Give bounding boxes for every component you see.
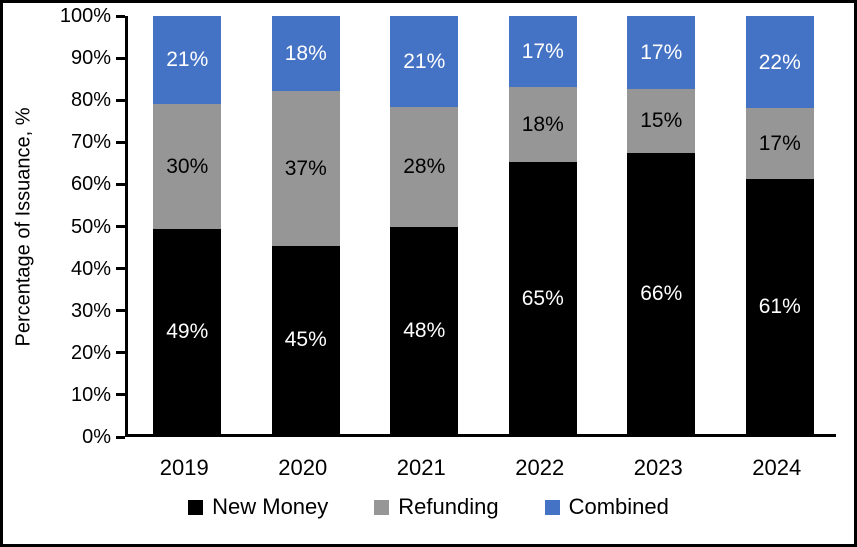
y-tick-mark [116,140,125,144]
bar-slot-2021: 48% 28% 21% [365,16,484,434]
y-tick-label: 70% [70,131,111,154]
legend-item-combined: Combined [544,494,669,520]
y-tick-mark [116,182,125,186]
segment-data-label: 37% [284,157,327,181]
segment-data-label: 45% [284,328,327,352]
segment-data-label: 22% [758,50,801,74]
segment-combined: 21% [153,16,222,104]
y-tick-mark [116,267,125,271]
segment-combined: 22% [745,16,814,108]
segment-refunding: 17% [745,107,814,180]
plot-area: 49% 30% 21% 45% 37% 18% 48% 28% 21% 65% 18% 17% 66% 1… [125,16,836,437]
stacked-bar-2021: 48% 28% 21% [390,16,459,434]
y-tick-mark [116,98,125,102]
x-axis-label-2019: 2019 [159,455,209,480]
segment-new-money: 65% [508,162,577,434]
stacked-bar-2020: 45% 37% 18% [271,16,340,434]
y-tick-label: 0% [82,426,111,448]
stacked-bar-2022: 65% 18% 17% [508,16,577,434]
legend-item-refunding: Refunding [374,494,499,520]
bar-slot-2020: 45% 37% 18% [247,16,366,434]
segment-refunding: 28% [390,106,459,228]
segment-data-label: 65% [521,286,564,310]
segment-new-money: 49% [153,229,222,434]
y-tick-mark [116,393,125,397]
legend-swatch-icon [188,499,204,515]
segment-data-label: 17% [640,40,683,64]
y-tick-label: 80% [70,89,111,112]
segment-data-label: 61% [758,295,801,319]
stacked-bar-2023: 66% 15% 17% [627,16,696,434]
segment-data-label: 17% [758,132,801,155]
legend-swatch-icon [374,499,390,515]
segment-data-label: 15% [640,109,683,133]
y-tick-label: 50% [70,215,111,238]
y-tick-mark [116,351,125,355]
bar-slot-2023: 66% 15% 17% [602,16,721,434]
chart-legend: New Money Refunding Combined [3,494,854,520]
legend-label: Refunding [398,494,499,519]
x-axis-label-2024: 2024 [752,455,802,480]
segment-data-label: 49% [166,320,209,344]
segment-data-label: 28% [403,155,446,179]
stacked-bar-2024: 61% 17% 22% [745,16,814,434]
segment-combined: 17% [508,16,577,88]
segment-data-label: 30% [166,154,209,178]
segment-refunding: 18% [508,87,577,163]
legend-item-new-money: New Money [188,494,328,520]
x-axis-label-2021: 2021 [396,455,446,480]
segment-refunding: 30% [153,103,222,230]
segment-data-label: 18% [521,113,564,137]
y-tick-label: 20% [70,341,111,364]
segment-combined: 18% [271,16,340,92]
segment-combined: 17% [627,16,696,89]
segment-data-label: 21% [166,48,209,72]
y-tick-label: 100% [59,5,111,27]
segment-combined: 21% [390,16,459,107]
x-axis-label-2023: 2023 [633,455,683,480]
segment-data-label: 21% [403,49,446,73]
segment-data-label: 48% [403,319,446,343]
bar-slot-2022: 65% 18% 17% [484,16,603,434]
segment-refunding: 37% [271,91,340,246]
segment-new-money: 45% [271,245,340,434]
segment-data-label: 17% [521,40,564,64]
segment-data-label: 66% [640,281,683,305]
bar-slot-2019: 49% 30% 21% [128,16,247,434]
y-tick-label: 30% [70,299,111,322]
segment-new-money: 61% [745,179,814,434]
legend-label: Combined [568,494,669,519]
y-tick-label: 60% [70,173,111,196]
y-tick-mark [116,309,125,313]
y-tick-mark [116,225,125,228]
segment-new-money: 48% [390,227,459,434]
y-tick-label: 90% [70,47,111,70]
legend-swatch-icon [544,499,560,515]
y-tick-label: 40% [70,257,111,280]
y-tick-label: 10% [70,383,111,406]
y-tick-mark [116,56,125,60]
y-tick-mark [116,14,125,18]
y-tick-mark [116,435,125,439]
x-axis-label-2022: 2022 [515,455,565,480]
legend-label: New Money [212,494,329,519]
segment-data-label: 18% [284,42,327,66]
segment-refunding: 15% [627,88,696,153]
x-axis-label-2020: 2020 [278,455,328,480]
segment-new-money: 66% [627,152,696,434]
bar-slot-2024: 61% 17% 22% [721,16,840,434]
stacked-bar-2019: 49% 30% 21% [153,16,222,434]
